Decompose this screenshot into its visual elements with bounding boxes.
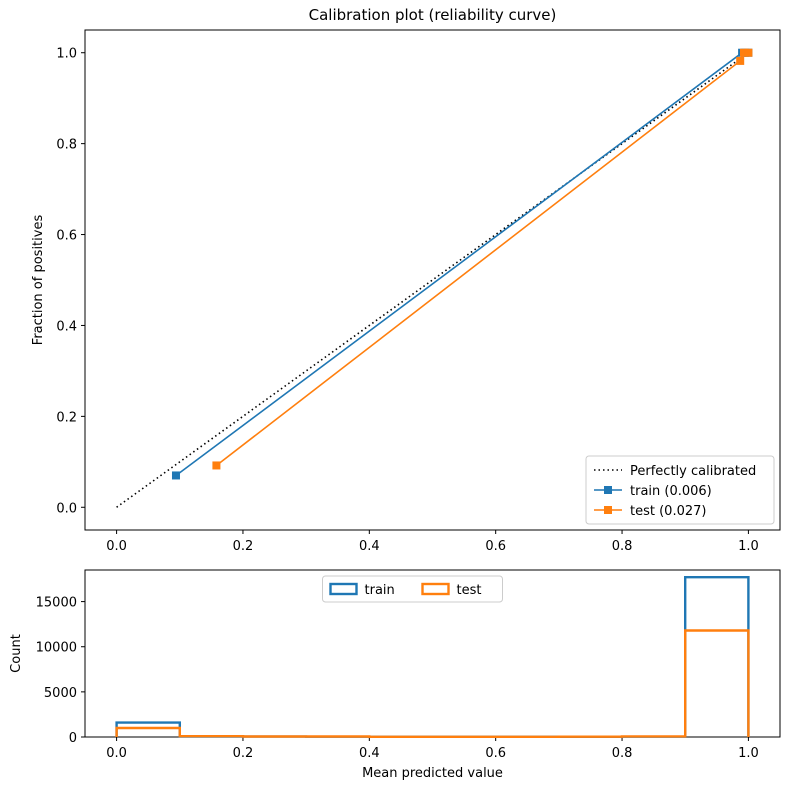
legend-box	[322, 575, 503, 603]
legend-box	[585, 455, 775, 525]
x-tick-label: 1.0	[738, 539, 759, 554]
calibration-panel: 0.0 0.2 0.4 0.6 0.8 1.0 0.0 0.2 0.4 0.6 0.8 1.0 Cal…	[31, 6, 781, 554]
histogram-legend: train test	[322, 575, 503, 603]
calibration-legend: Perfectly calibrated train (0.006) test (0…	[585, 455, 775, 525]
histogram-panel: 0.0 0.2 0.4 0.6 0.8 1.0 0 5000 10000 15000 Mean p…	[9, 569, 781, 781]
y-tick-label: 1.0	[56, 47, 77, 62]
legend-label: Perfectly calibrated	[630, 464, 756, 479]
y-tick-label: 0.6	[56, 229, 77, 244]
x-tick-label: 1.0	[738, 746, 759, 761]
legend-marker	[604, 486, 612, 494]
legend-label: train (0.006)	[630, 484, 712, 499]
histogram-test	[115, 629, 750, 738]
series-line-test	[215, 51, 749, 467]
x-tick-label: 0.0	[106, 746, 127, 761]
y-tick-label: 0.2	[56, 410, 77, 425]
y-axis-title-calibration: Fraction of positives	[31, 215, 46, 346]
legend-swatch	[329, 582, 358, 596]
x-tick-label: 0.6	[485, 746, 506, 761]
histogram-steps	[115, 576, 750, 738]
perfectly-calibrated-line	[116, 52, 749, 508]
y-tick-label: 0.4	[56, 319, 77, 334]
y-axis-title-histogram: Count	[9, 634, 24, 673]
calibration-plot-area	[84, 29, 781, 531]
legend-label: train	[365, 583, 395, 598]
y-tick-label: 15000	[36, 596, 77, 611]
histogram-ticks: 0.0 0.2 0.4 0.6 0.8 1.0 0 5000 10000 15000	[36, 596, 759, 761]
x-tick-label: 0.8	[612, 746, 633, 761]
legend-label: test	[457, 583, 482, 598]
y-tick-label: 10000	[36, 641, 77, 656]
y-tick-label: 5000	[44, 686, 77, 701]
y-tick-label: 0.0	[56, 501, 77, 516]
x-axis-title-histogram: Mean predicted value	[362, 766, 503, 781]
x-tick-label: 0.4	[359, 746, 380, 761]
data-point-train	[171, 471, 180, 480]
legend-marker	[604, 506, 612, 514]
chart-title: Calibration plot (reliability curve)	[309, 6, 557, 24]
legend-item-train: train (0.006)	[594, 484, 712, 499]
series-line-train	[175, 51, 749, 477]
x-tick-label: 0.6	[485, 539, 506, 554]
legend-item-perfectly-calibrated: Perfectly calibrated	[594, 464, 756, 479]
legend-item-test: test (0.027)	[594, 504, 706, 519]
x-tick-label: 0.8	[612, 539, 633, 554]
data-point-test	[739, 48, 748, 57]
x-tick-label: 0.2	[233, 746, 254, 761]
data-point-test	[744, 48, 753, 57]
y-tick-label: 0.8	[56, 138, 77, 153]
x-tick-label: 0.4	[359, 539, 380, 554]
calibration-ticks: 0.0 0.2 0.4 0.6 0.8 1.0 0.0 0.2 0.4 0.6 0.8 1.0	[56, 47, 758, 554]
data-point-test	[736, 56, 745, 65]
calibration-curves	[116, 48, 753, 508]
x-tick-label: 0.2	[233, 539, 254, 554]
x-tick-label: 0.0	[106, 539, 127, 554]
legend-item-train: train	[329, 582, 395, 598]
legend-item-test: test	[421, 582, 482, 598]
data-point-test	[212, 461, 221, 470]
y-tick-label: 0	[69, 731, 77, 746]
legend-swatch	[421, 582, 450, 596]
legend-label: test (0.027)	[630, 504, 706, 519]
